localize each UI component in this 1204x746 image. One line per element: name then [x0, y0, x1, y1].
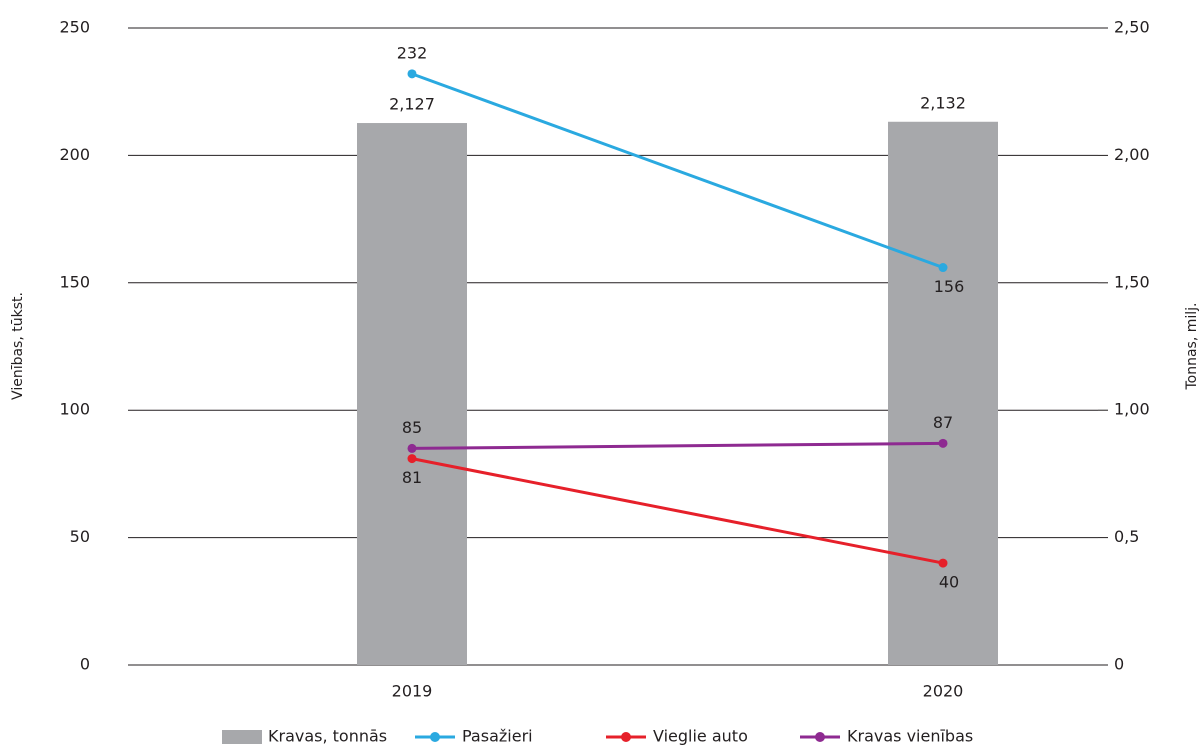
- line-series: [411, 72, 944, 269]
- y2-tick-label: 2,00: [1114, 145, 1150, 164]
- point-value-label: 81: [402, 468, 422, 487]
- line-point: [407, 69, 417, 79]
- y2-tick-label: 2,50: [1114, 18, 1150, 37]
- point-value-label: 85: [402, 418, 422, 437]
- y-tick-label: 0: [80, 655, 90, 674]
- x-tick-label: 2019: [392, 682, 433, 701]
- legend-swatch-dot: [621, 732, 631, 742]
- point-value-label: 87: [933, 413, 953, 432]
- point-value-label: 232: [397, 43, 428, 62]
- line-point: [407, 443, 417, 453]
- point-value-label: 156: [934, 277, 965, 296]
- y2-tick-label: 1,00: [1114, 400, 1150, 419]
- legend-swatch-dot: [430, 732, 440, 742]
- y-tick-label: 100: [59, 400, 90, 419]
- x-tick-label: 2020: [923, 682, 964, 701]
- y-tick-label: 150: [59, 272, 90, 291]
- y2-axis-title: Tonnas, milj.: [1184, 302, 1200, 390]
- y-axis-title: Vienības, tūkst.: [10, 292, 26, 400]
- legend-label: Vieglie auto: [653, 727, 748, 746]
- y-tick-label: 50: [70, 527, 90, 546]
- bar-value-label: 2,132: [920, 93, 966, 112]
- bar: [888, 121, 998, 665]
- line-point: [938, 438, 948, 448]
- point-value-label: 40: [939, 573, 959, 592]
- y-tick-label: 250: [59, 18, 90, 37]
- bar: [357, 123, 467, 665]
- line-point: [938, 263, 948, 273]
- legend-swatch: [222, 730, 262, 744]
- y2-tick-label: 0,5: [1114, 527, 1139, 546]
- y2-tick-label: 1,50: [1114, 272, 1150, 291]
- bar-value-label: 2,127: [389, 95, 435, 114]
- line-series: [411, 441, 944, 450]
- y2-tick-label: 0: [1114, 655, 1124, 674]
- line-series: [411, 457, 944, 565]
- legend-swatch-dot: [815, 732, 825, 742]
- y-tick-label: 200: [59, 145, 90, 164]
- legend-label: Kravas, tonnās: [268, 727, 387, 746]
- line-point: [938, 558, 948, 568]
- legend-label: Pasažieri: [462, 727, 533, 746]
- line-point: [407, 454, 417, 464]
- legend-label: Kravas vienības: [847, 727, 973, 746]
